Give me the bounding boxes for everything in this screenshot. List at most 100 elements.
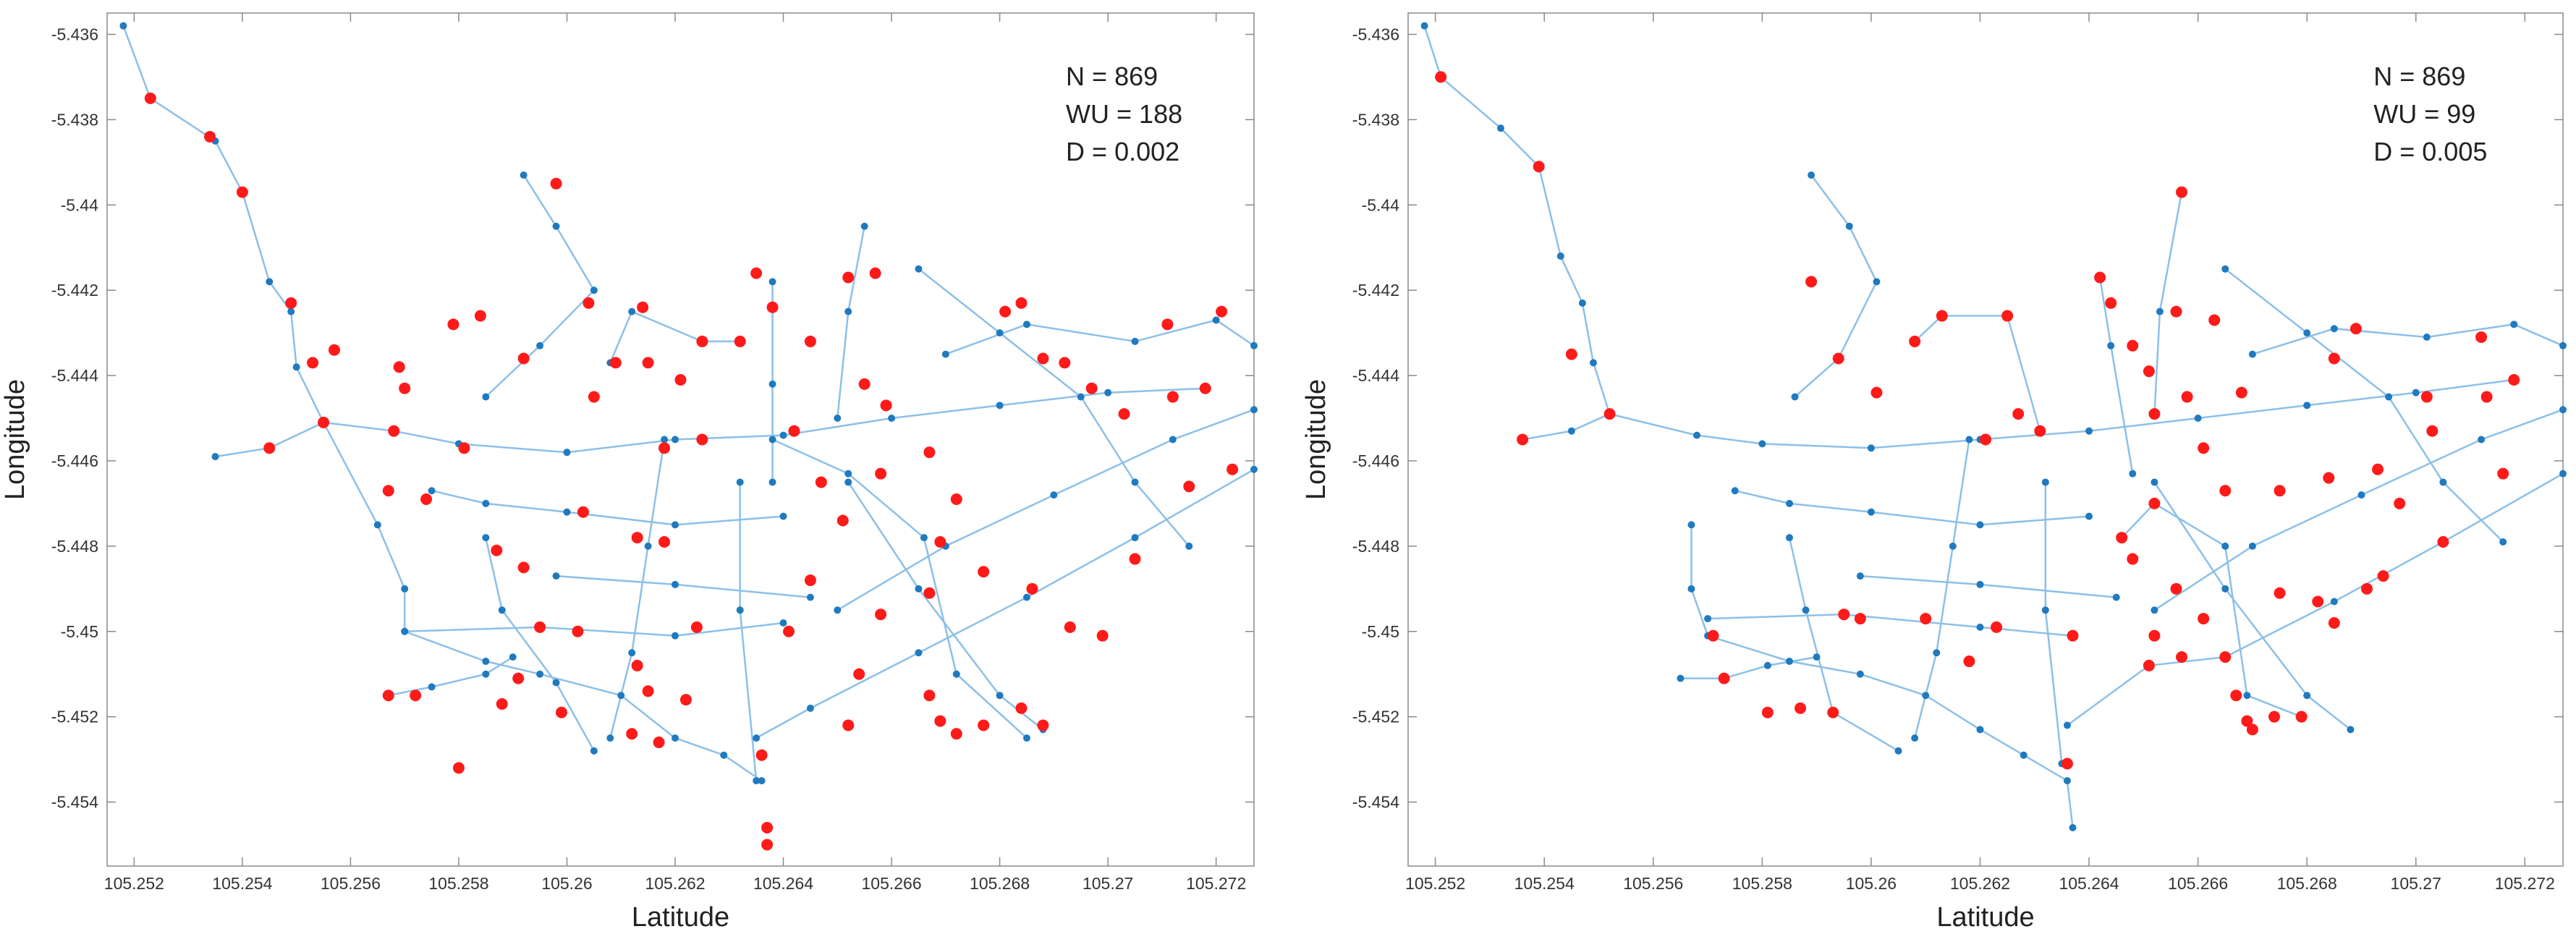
x-tick-label: 105.256 [321,874,381,893]
wu-point [2012,408,2025,420]
wu-point [934,535,946,548]
node [1856,670,1864,678]
y-tick-label: -5.442 [51,281,98,300]
wu-point [512,672,525,684]
node [758,777,766,785]
wu-point [836,514,849,527]
wu-point [534,621,546,633]
node [844,478,852,486]
wu-point [588,391,600,403]
x-tick-label: 105.252 [104,874,164,893]
pipe-line [1522,378,2514,449]
node [806,593,814,601]
node [2303,692,2311,700]
node [2559,341,2567,349]
y-tick-label: -5.446 [1352,451,1399,470]
node [2221,265,2229,273]
node [2041,606,2049,614]
pipe-line [1914,315,2041,432]
wu-point [1832,352,1844,365]
node [996,329,1004,337]
wu-point [2067,629,2079,642]
node [768,436,776,444]
node [428,683,436,691]
wu-point [1920,613,1932,625]
wu-point [204,130,216,143]
y-axis-label: Longitude [0,379,30,500]
node [606,734,614,742]
node [1873,278,1881,286]
wu-point [788,425,800,437]
network-chart: 105.252 105.254 105.256 105.258 105.26 105.26… [0,12,1258,933]
node [915,649,923,657]
node [1933,649,1941,657]
wu-point [761,839,774,851]
wu-point [858,378,870,390]
wu-point [934,715,946,727]
node [428,487,436,495]
node [1785,499,1793,507]
x-axis-label: Latitude [632,902,729,933]
node [860,222,868,230]
wu-point [399,382,411,394]
node [536,341,544,349]
wu-point [474,310,486,322]
pipe-line [2067,472,2564,726]
wu-point [517,561,530,574]
pipe-line [1788,537,1899,752]
y-tick-label: -5.454 [1352,793,1399,812]
wu-point [577,506,589,518]
node [1077,393,1085,401]
y-tick-label: -5.442 [1352,281,1399,300]
node [1687,585,1695,593]
node [1022,734,1030,742]
wu-point [2246,724,2258,736]
node [661,436,669,444]
node [498,606,506,614]
node [1867,508,1875,516]
wu-point [236,186,248,198]
pipe-line [1423,25,1611,415]
pipe-line [404,621,784,637]
node [1578,299,1586,307]
node [2303,329,2311,337]
node [2107,341,2115,349]
node [2063,777,2071,785]
y-tick-label: -5.44 [61,195,99,214]
node [617,692,625,700]
node [2347,726,2355,734]
node [1420,22,1428,30]
wu-point [2143,659,2155,671]
wu-point [2105,297,2117,309]
wu-point [1085,382,1098,394]
node [2248,350,2256,358]
node [2085,512,2093,520]
wu-point [1517,433,1529,446]
node [211,453,219,461]
pipe-line [122,25,325,423]
node [2221,542,2229,550]
node [2129,470,2137,478]
node [996,692,1004,700]
node [2510,321,2518,328]
x-tick-label: 105.268 [970,874,1030,893]
wu-point [410,689,422,702]
y-tick-label: -5.436 [51,25,98,43]
node [2248,542,2256,550]
wu-point [679,694,692,706]
wu-point [2274,485,2286,497]
wu-point [1037,352,1049,365]
node [1050,491,1058,499]
node [2069,823,2077,831]
node [2156,307,2164,315]
node [590,287,598,294]
wu-point [2148,408,2161,420]
wu-point [1870,386,1883,399]
wu-point [1216,305,1228,318]
node [266,278,274,286]
node [1976,623,1984,631]
node [2330,598,2338,606]
node [2194,415,2202,423]
node [844,470,852,478]
